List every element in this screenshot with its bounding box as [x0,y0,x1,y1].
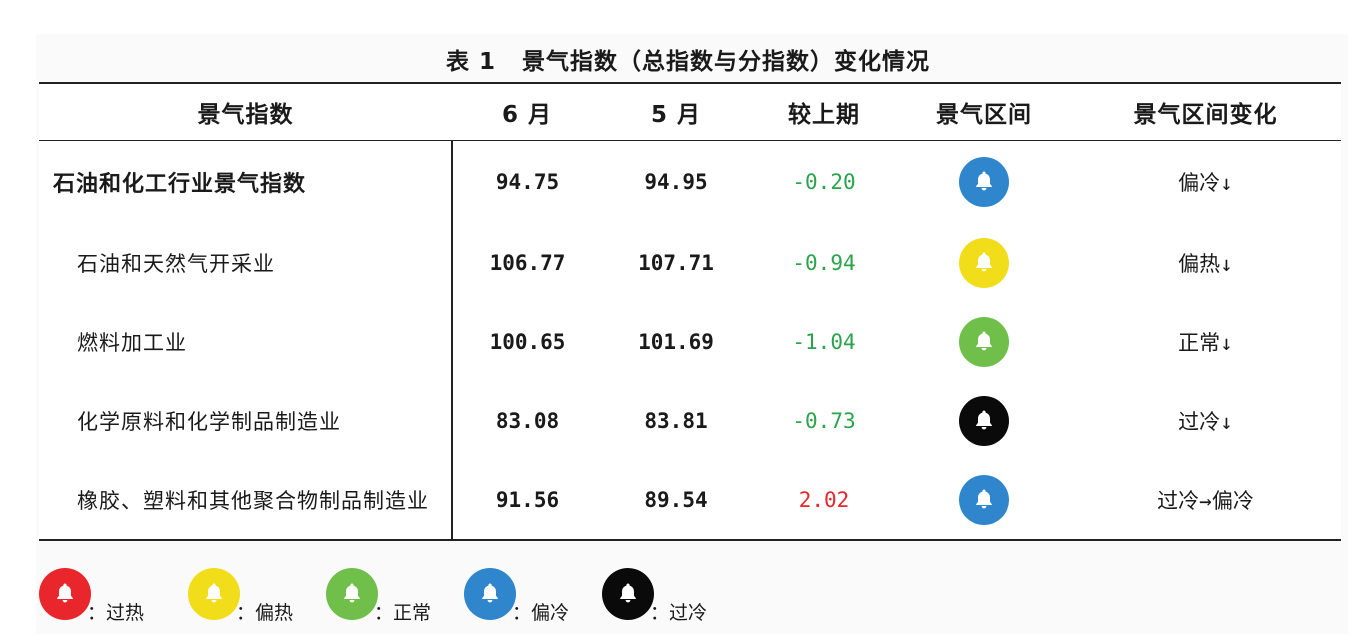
table-row: 石油和化工行业景气指数 94.75 94.95 -0.20 偏冷↓ [39,140,1341,224]
may-value: 89.54 [644,487,708,512]
row-name: 燃料加工业 [39,302,453,381]
row-name: 石油和化工行业景气指数 [39,140,453,223]
june-value: 83.08 [495,408,560,433]
legend-label: ：偏热 [236,602,294,624]
may-value: 94.95 [644,170,708,194]
change-value: -1.04 [792,329,856,354]
june-value: 94.75 [495,170,560,194]
zone-legend: ：过热 ：偏热 ：正常 ：偏冷 ：过冷 [36,564,1346,634]
zone-cell [898,460,1070,540]
header-row: 景气指数 6 月 5 月 较上期 景气区间 景气区间变化 [39,83,1341,141]
trend-value: 正常↓ [1178,330,1233,355]
change-value: 2.02 [798,487,850,512]
row-name: 石油和天然气开采业 [39,223,453,302]
caption-number: 表 1 [445,49,496,75]
bell-icon [959,157,1009,207]
bell-icon [188,568,240,620]
zone-cell [898,223,1070,302]
trend-value: 过冷→偏冷 [1157,488,1254,513]
table-row: 燃料加工业 100.65 101.69 -1.04 正常↓ [39,302,1341,381]
zone-cell [898,141,1070,224]
table-row: 橡胶、塑料和其他聚合物制品制造业 91.56 89.54 2.02 过冷→偏冷 [39,460,1341,540]
col-header-may: 5 月 [602,83,750,141]
col-header-index: 景气指数 [39,83,452,141]
row-name: 橡胶、塑料和其他聚合物制品制造业 [39,460,453,540]
bell-icon [959,316,1009,367]
june-value: 106.77 [489,250,566,275]
trend-value: 偏热↓ [1178,251,1233,276]
may-value: 101.69 [638,329,714,354]
legend-label: ：过热 [87,602,145,624]
june-value: 91.56 [495,487,560,512]
bell-icon [39,568,91,620]
col-header-zone: 景气区间 [898,83,1070,141]
may-value: 83.81 [644,408,708,433]
bell-icon [959,395,1009,446]
bell-icon [602,568,654,620]
trend-value: 过冷↓ [1178,409,1233,434]
bell-icon [464,568,516,620]
col-header-june: 6 月 [452,83,602,141]
change-value: -0.94 [792,250,856,275]
legend-label: ：偏冷 [512,602,570,624]
zone-cell [898,302,1070,381]
table-row: 化学原料和化学制品制造业 83.08 83.81 -0.73 过冷↓ [39,381,1341,460]
zone-cell [898,381,1070,460]
bell-icon [959,237,1009,288]
table-figure: 表 1 景气指数（总指数与分指数）变化情况 景气指数 6 月 5 月 较上期 景气… [36,34,1348,634]
caption-title: 景气指数（总指数与分指数）变化情况 [522,49,930,75]
table-row: 石油和天然气开采业 106.77 107.71 -0.94 偏热↓ [39,223,1341,302]
col-header-change: 较上期 [750,83,898,141]
change-value: -0.20 [792,170,856,194]
bell-icon [959,474,1009,525]
index-table: 景气指数 6 月 5 月 较上期 景气区间 景气区间变化 石油和化工行业景气指数… [39,82,1341,541]
bell-icon [326,568,378,620]
june-value: 100.65 [489,329,566,354]
col-header-zone-change: 景气区间变化 [1070,83,1341,141]
change-value: -0.73 [792,408,856,433]
trend-value: 偏冷↓ [1178,171,1233,195]
table-caption: 表 1 景气指数（总指数与分指数）变化情况 [36,42,1340,76]
legend-label: ：过冷 [650,602,708,624]
row-name: 化学原料和化学制品制造业 [39,381,453,460]
may-value: 107.71 [638,250,714,275]
legend-label: ：正常 [374,602,432,624]
